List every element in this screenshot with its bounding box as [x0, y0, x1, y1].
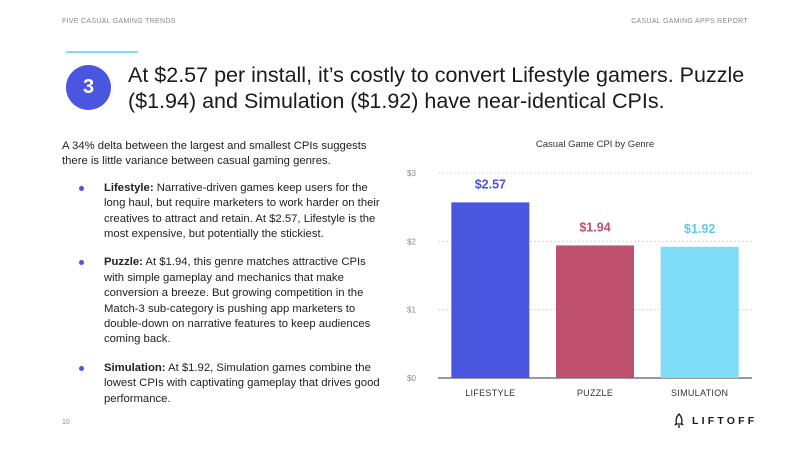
chart-title: Casual Game CPI by Genre: [535, 139, 655, 150]
bullet-label: Puzzle:: [104, 256, 143, 269]
bullet-text: At $1.92, Simulation games combine the l…: [104, 361, 380, 405]
bullet-dot-icon: [79, 365, 84, 371]
page-number: 10: [62, 419, 70, 426]
bar-value-label: $1.94: [579, 220, 610, 234]
trend-number-badge: 3: [66, 65, 111, 110]
bullet-dot-icon: [79, 260, 84, 266]
genre-bullet-list: Lifestyle: Narrative-driven games keep u…: [62, 181, 382, 407]
bullet-item-simulation: Simulation: At $1.92, Simulation games c…: [79, 361, 382, 407]
x-category-label: LIFESTYLE: [465, 388, 515, 398]
intro-paragraph: A 34% delta between the largest and smal…: [62, 140, 367, 168]
bullet-label: Simulation:: [104, 361, 166, 374]
bar-value-label: $2.57: [475, 177, 506, 191]
x-category-label: SIMULATION: [671, 388, 728, 398]
bar-value-label: $1.92: [684, 222, 715, 236]
bullet-text: Narrative-driven games keep users for th…: [104, 181, 380, 241]
bullet-item-lifestyle: Lifestyle: Narrative-driven games keep u…: [79, 181, 382, 243]
logo-text: LIFTOFF: [692, 415, 758, 427]
y-tick-label: $3: [407, 169, 416, 178]
section-label: FIVE CASUAL GAMING TRENDS: [62, 18, 176, 25]
accent-divider: [66, 51, 138, 53]
x-category-label: PUZZLE: [577, 388, 613, 398]
liftoff-logo: LIFTOFF: [672, 413, 757, 429]
bar: [556, 245, 634, 378]
bar: [660, 246, 739, 378]
bullet-dot-icon: [79, 185, 84, 191]
bullet-item-puzzle: Puzzle: At $1.94, this genre matches att…: [79, 255, 382, 347]
y-tick-label: $0: [407, 374, 416, 383]
rocket-icon: [674, 413, 684, 428]
body-text: A 34% delta between the largest and smal…: [62, 139, 382, 420]
page-title: At $2.57 per install, it’s costly to con…: [128, 63, 745, 113]
bullet-label: Lifestyle:: [104, 181, 154, 194]
y-tick-label: $2: [407, 237, 416, 246]
report-label: CASUAL GAMING APPS REPORT: [631, 18, 748, 25]
bullet-text: At $1.94, this genre matches attractive …: [104, 256, 371, 346]
bar: [451, 202, 530, 378]
y-tick-label: $1: [407, 306, 416, 315]
